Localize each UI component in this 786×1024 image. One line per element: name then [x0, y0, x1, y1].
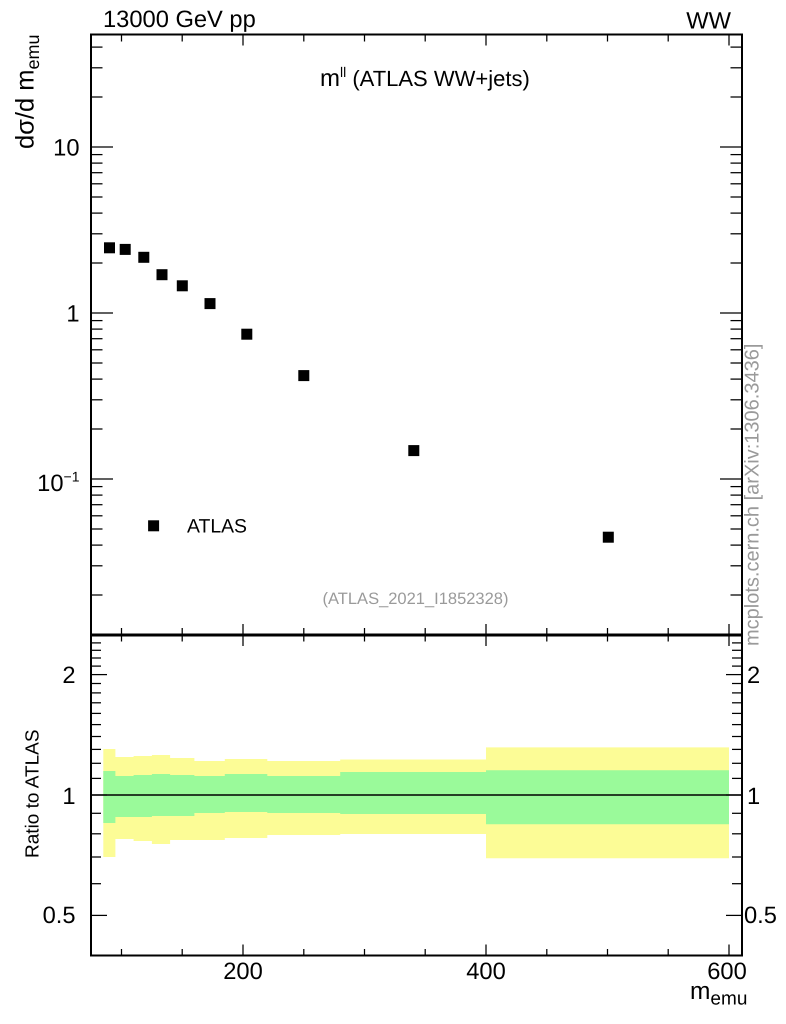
- svg-text:Ratio to ATLAS: Ratio to ATLAS: [23, 730, 44, 859]
- svg-text:13000 GeV pp: 13000 GeV pp: [103, 7, 256, 33]
- svg-text:(ATLAS_2021_I1852328): (ATLAS_2021_I1852328): [323, 590, 509, 608]
- svg-text:600: 600: [707, 959, 747, 985]
- svg-text:10: 10: [53, 136, 79, 162]
- svg-text:1: 1: [62, 784, 75, 810]
- svg-text:400: 400: [466, 959, 506, 985]
- svg-text:WW: WW: [686, 9, 731, 35]
- svg-text:mcplots.cern.ch [arXiv:1306.34: mcplots.cern.ch [arXiv:1306.3436]: [742, 344, 764, 646]
- svg-text:1: 1: [747, 784, 760, 810]
- svg-text:0.5: 0.5: [744, 903, 777, 929]
- svg-text:mll (ATLAS WW+jets): mll (ATLAS WW+jets): [320, 64, 530, 92]
- svg-text:1: 1: [66, 302, 79, 328]
- svg-text:200: 200: [223, 959, 263, 985]
- svg-text:0.5: 0.5: [43, 903, 76, 929]
- svg-text:2: 2: [747, 663, 760, 689]
- svg-text:ATLAS: ATLAS: [187, 516, 247, 538]
- svg-text:2: 2: [62, 663, 75, 689]
